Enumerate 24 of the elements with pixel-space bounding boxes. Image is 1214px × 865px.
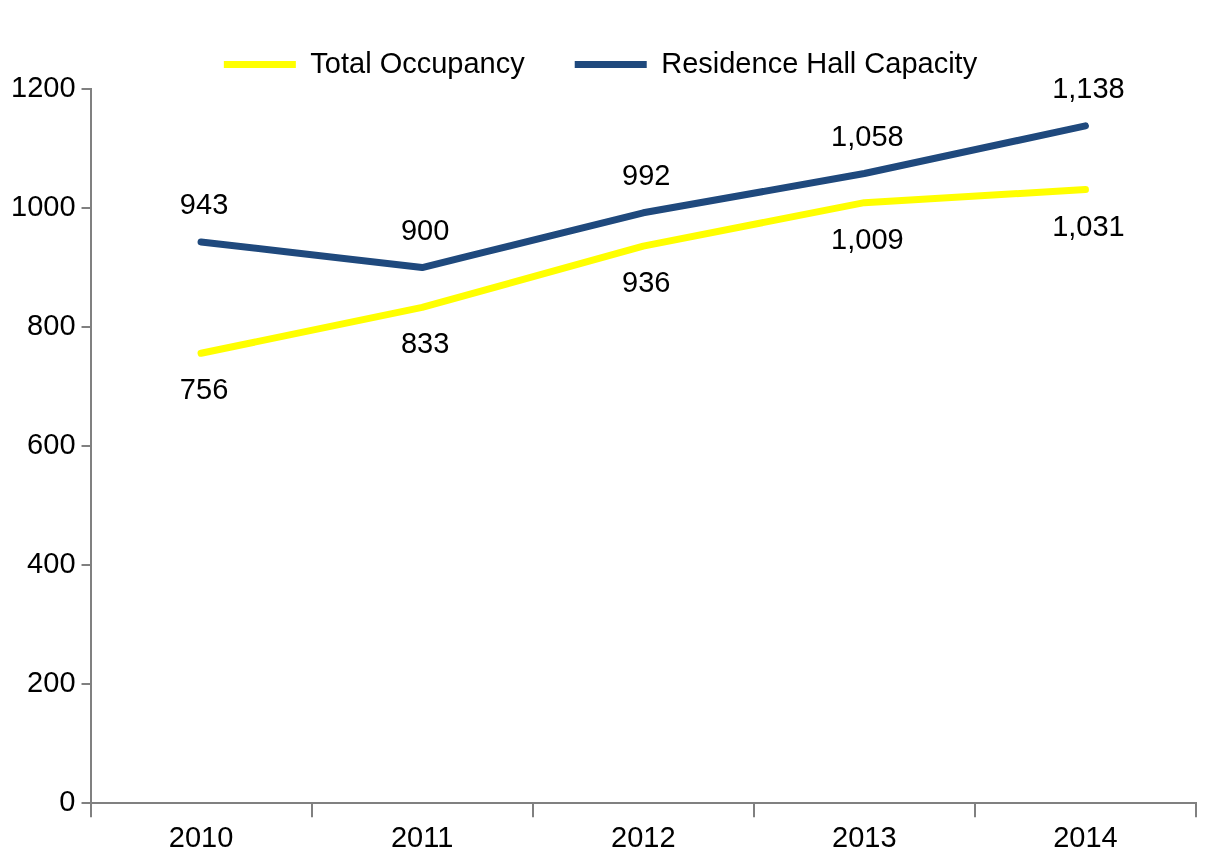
y-tick-label: 200 <box>27 666 76 699</box>
x-tick-label: 2014 <box>1053 820 1118 853</box>
x-tick-label: 2013 <box>832 820 897 853</box>
data-label: 756 <box>179 373 229 406</box>
legend-label: Total Occupancy <box>310 46 526 79</box>
y-tick-label: 400 <box>27 547 76 580</box>
data-label: 833 <box>400 327 450 360</box>
data-label: 943 <box>179 187 229 220</box>
legend-label: Residence Hall Capacity <box>661 46 978 79</box>
y-tick-label: 600 <box>27 428 76 461</box>
x-tick-label: 2010 <box>168 820 234 853</box>
x-tick-label: 2012 <box>611 820 676 853</box>
data-label: 936 <box>622 266 671 299</box>
data-label: 1,031 <box>1052 209 1125 242</box>
data-label: 1,009 <box>831 222 904 255</box>
x-tick-label: 2011 <box>390 820 454 853</box>
data-label: 1,058 <box>831 119 904 152</box>
y-tick-label: 1200 <box>11 71 76 103</box>
data-label: 992 <box>622 158 671 191</box>
data-label: 900 <box>400 213 450 246</box>
y-tick-label: 800 <box>27 309 76 342</box>
y-tick-label: 1000 <box>11 190 76 223</box>
data-label: 1,138 <box>1052 71 1125 104</box>
y-tick-label: 0 <box>59 785 76 818</box>
